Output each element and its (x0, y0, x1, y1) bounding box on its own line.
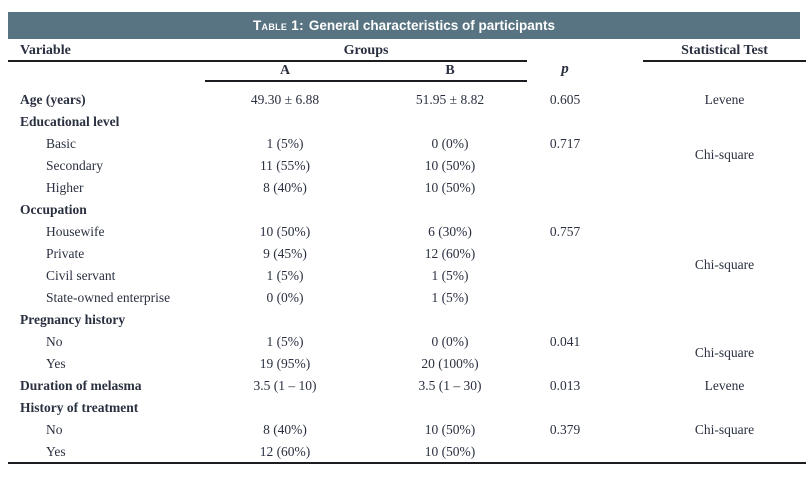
cell-p-value: 0.717 (549, 136, 581, 151)
table-row: Yes 12 (60%) 10 (50%) (0, 441, 812, 463)
cell-statistical-test: Chi-square (694, 257, 755, 272)
cell-group-a: 12 (60%) (259, 444, 311, 459)
cell-group-b: 1 (5%) (431, 290, 469, 305)
column-header-statistical-test: Statistical Test (681, 43, 768, 58)
row-label: Higher (46, 180, 84, 195)
cell-p-value: 0.757 (549, 224, 581, 239)
cell-p-value: 0.379 (549, 422, 581, 437)
cell-statistical-test: Chi-square (694, 345, 755, 360)
row-label: Yes (46, 356, 66, 371)
cell-statistical-test: Levene (704, 92, 745, 107)
table-row: Basic 1 (5%) 0 (0%) 0.717 Chi-square (0, 133, 812, 162)
row-label: Occupation (20, 202, 87, 217)
table-row: Age (years) 49.30 ± 6.88 51.95 ± 8.82 0.… (0, 89, 812, 111)
cell-group-a: 8 (40%) (263, 422, 307, 437)
cell-group-b: 12 (60%) (424, 246, 476, 261)
cell-group-a: 11 (55%) (259, 158, 311, 173)
cell-p-value: 0.605 (549, 92, 581, 107)
table-row: State-owned enterprise 0 (0%) 1 (5%) (0, 287, 812, 309)
row-label: Pregnancy history (20, 312, 126, 327)
column-header-p-value: p (561, 61, 569, 77)
cell-group-b: 3.5 (1 – 30) (418, 378, 482, 393)
cell-group-b: 10 (50%) (424, 158, 476, 173)
row-label: No (46, 334, 63, 349)
table-row: Yes 19 (95%) 20 (100%) (0, 353, 812, 375)
table-title-bar: Table 1: General characteristics of part… (8, 12, 800, 39)
header-rule-right (643, 60, 806, 62)
column-header-variable: Variable (20, 43, 71, 58)
cell-group-b: 1 (5%) (431, 268, 469, 283)
table-row: History of treatment (0, 397, 812, 419)
cell-group-b: 10 (50%) (424, 180, 476, 195)
table-row: Private 9 (45%) 12 (60%) Chi-square (0, 243, 812, 272)
cell-group-b: 10 (50%) (424, 444, 476, 459)
cell-group-a: 10 (50%) (259, 224, 311, 239)
row-label: Yes (46, 444, 66, 459)
row-label: Basic (46, 136, 76, 151)
table-bottom-rule (8, 462, 806, 464)
cell-group-b: 0 (0%) (431, 334, 469, 349)
column-header-group-b: B (445, 63, 455, 78)
table-row: Pregnancy history (0, 309, 812, 331)
table-title-text: General characteristics of participants (308, 18, 555, 33)
row-label: Private (46, 246, 85, 261)
table-row: Higher 8 (40%) 10 (50%) (0, 177, 812, 199)
cell-group-a: 0 (0%) (266, 290, 304, 305)
cell-group-b: 20 (100%) (421, 356, 479, 371)
table-row: Housewife 10 (50%) 6 (30%) 0.757 (0, 221, 812, 243)
row-label: State-owned enterprise (46, 290, 171, 305)
cell-statistical-test: Chi-square (694, 422, 755, 437)
cell-group-b: 0 (0%) (431, 136, 469, 151)
table-row: Duration of melasma 3.5 (1 – 10) 3.5 (1 … (0, 375, 812, 397)
row-label: Age (years) (20, 92, 86, 107)
cell-group-a: 49.30 ± 6.88 (250, 92, 320, 107)
column-header-group-a: A (279, 63, 291, 78)
table-row: Civil servant 1 (5%) 1 (5%) (0, 265, 812, 287)
table-row: Occupation (0, 199, 812, 221)
table-row: No 8 (40%) 10 (50%) 0.379 Chi-square (0, 419, 812, 441)
groups-subheader-rule (205, 80, 527, 82)
table-row: Educational level (0, 111, 812, 133)
cell-group-a: 1 (5%) (266, 334, 304, 349)
row-label: History of treatment (20, 400, 139, 415)
column-header-groups: Groups (343, 43, 389, 58)
header-rule-left (8, 60, 527, 62)
row-label: Housewife (46, 224, 105, 239)
row-label: Civil servant (46, 268, 116, 283)
cell-group-a: 8 (40%) (263, 180, 307, 195)
cell-statistical-test: Chi-square (694, 147, 755, 162)
cell-p-value: 0.013 (549, 378, 581, 393)
cell-group-b: 10 (50%) (424, 422, 476, 437)
cell-group-a: 1 (5%) (266, 268, 304, 283)
cell-group-a: 19 (95%) (259, 356, 311, 371)
table-row: Secondary 11 (55%) 10 (50%) (0, 155, 812, 177)
row-label: No (46, 422, 63, 437)
cell-group-b: 51.95 ± 8.82 (415, 92, 485, 107)
cell-group-a: 3.5 (1 – 10) (253, 378, 317, 393)
cell-group-a: 1 (5%) (266, 136, 304, 151)
row-label: Secondary (46, 158, 103, 173)
cell-p-value: 0.041 (549, 334, 581, 349)
cell-group-a: 9 (45%) (263, 246, 307, 261)
table-number-label: Table 1: (252, 18, 304, 33)
table-row: No 1 (5%) 0 (0%) 0.041 Chi-square (0, 331, 812, 360)
row-label: Duration of melasma (20, 378, 142, 393)
cell-statistical-test: Levene (704, 378, 745, 393)
cell-group-b: 6 (30%) (428, 224, 472, 239)
row-label: Educational level (20, 114, 120, 129)
